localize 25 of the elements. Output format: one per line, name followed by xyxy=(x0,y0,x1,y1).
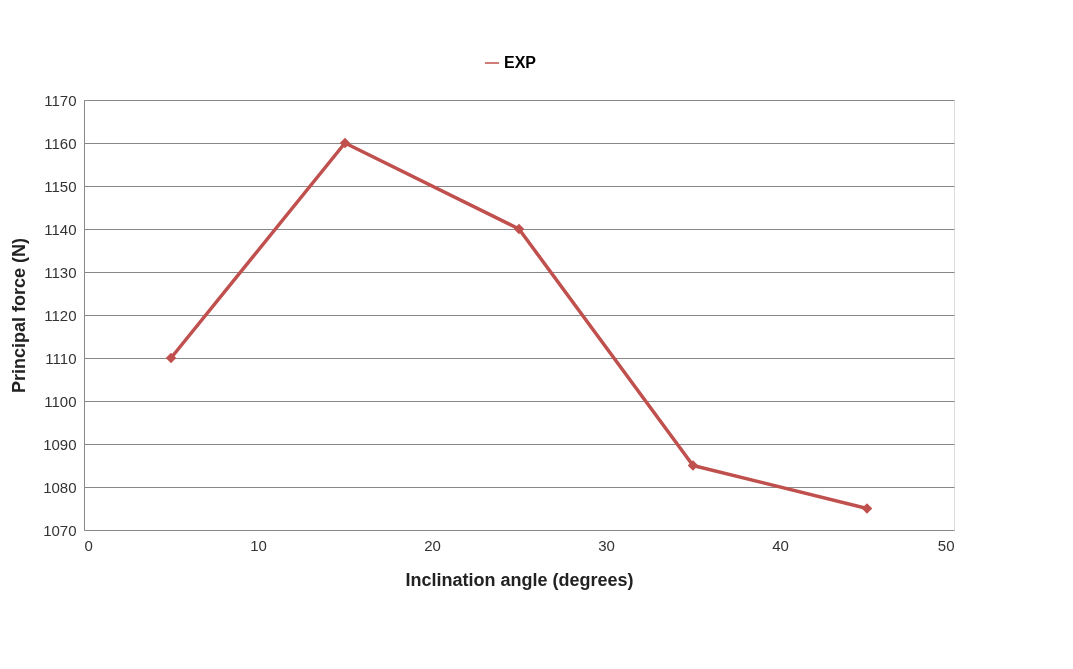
point xyxy=(513,223,525,235)
y-axis-title: Principal force (N) xyxy=(9,237,30,394)
y-tick-label: 1120 xyxy=(44,306,77,324)
x-tick-label: 20 xyxy=(424,536,441,554)
point xyxy=(687,460,699,471)
y-tick-label: 1070 xyxy=(43,521,77,539)
point xyxy=(165,352,177,364)
y-tick-label: 1100 xyxy=(44,392,77,410)
x-tick-label: 0 xyxy=(84,536,93,554)
point xyxy=(339,137,351,149)
x-axis-title: Inclination angle (degrees) xyxy=(405,569,634,590)
x-tick-label: 50 xyxy=(937,536,955,554)
x-tick-label: 10 xyxy=(250,536,267,554)
y-tick-label: 1080 xyxy=(43,478,77,496)
y-tick-label: 1160 xyxy=(44,134,77,152)
y-tick-label: 1110 xyxy=(45,349,77,367)
y-tick-label: 1140 xyxy=(44,220,77,238)
y-tick-label: 1170 xyxy=(44,91,77,109)
x-tick-label: 30 xyxy=(598,536,615,554)
point xyxy=(861,503,873,514)
y-tick-label: 1130 xyxy=(44,263,77,281)
x-tick-label: 40 xyxy=(772,536,789,554)
legend-label: EXP xyxy=(504,54,537,71)
y-tick-label: 1090 xyxy=(43,435,77,453)
y-tick-label: 1150 xyxy=(44,177,77,195)
